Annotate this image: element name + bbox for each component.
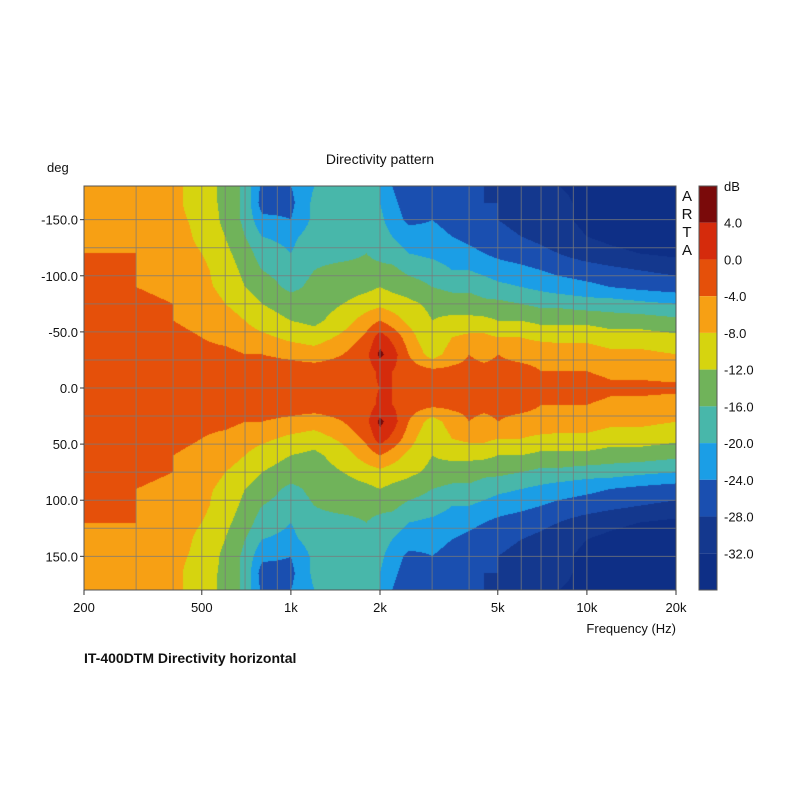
watermark-letter: A	[682, 188, 692, 205]
colorbar-segment	[699, 332, 717, 370]
colorbar-segment	[699, 222, 717, 260]
colorbar-tick-label: -32.0	[724, 546, 754, 561]
colorbar-segment	[699, 259, 717, 297]
x-tick-label: 200	[73, 600, 95, 615]
colorbar-tick-label: -28.0	[724, 510, 754, 525]
colorbar-segment	[699, 479, 717, 517]
watermark-letter: A	[682, 242, 692, 259]
y-axis-ticks: -150.0 -100.0 -50.0 0.0 50.0 100.0 150.0	[41, 213, 84, 564]
grid	[84, 186, 676, 590]
x-tick-label: 1k	[284, 600, 298, 615]
chart-title: Directivity pattern	[326, 151, 434, 167]
colorbar-tick-label: 4.0	[724, 216, 742, 231]
colorbar-segment	[699, 553, 717, 590]
colorbar-tick-label: -16.0	[724, 399, 754, 414]
colorbar-segment	[699, 443, 717, 480]
colorbar-tick-label: -12.0	[724, 363, 754, 378]
x-tick-label: 2k	[373, 600, 387, 615]
colorbar-tick-label: 0.0	[724, 252, 742, 267]
colorbar-frame	[698, 185, 718, 591]
figure-caption: IT-400DTM Directivity horizontal	[84, 650, 296, 666]
watermark-letter: R	[682, 206, 693, 223]
colorbar	[698, 185, 718, 591]
colorbar-tick-label: dB	[724, 179, 740, 194]
x-axis-ticks: 200 500 1k 2k 5k 10k 20k	[73, 590, 687, 615]
colorbar-tick-label: -8.0	[724, 326, 746, 341]
colorbar-segment	[699, 369, 717, 407]
colorbar-tick-label: -24.0	[724, 473, 754, 488]
y-tick-label: 50.0	[53, 437, 78, 452]
colorbar-tick-label: -20.0	[724, 436, 754, 451]
colorbar-segment	[699, 516, 717, 554]
y-tick-label: 100.0	[45, 493, 78, 508]
x-axis-label: Frequency (Hz)	[586, 621, 676, 636]
x-tick-label: 500	[191, 600, 213, 615]
colorbar-labels: dB 4.0 0.0 -4.0 -8.0 -12.0 -16.0 -20.0 -24.0 -28.…	[724, 179, 754, 561]
colorbar-segment	[699, 296, 717, 333]
y-tick-label: -50.0	[48, 325, 78, 340]
y-tick-label: -150.0	[41, 213, 78, 228]
y-tick-label: -100.0	[41, 269, 78, 284]
x-tick-label: 20k	[666, 600, 687, 615]
y-axis-unit-label: deg	[47, 160, 69, 175]
colorbar-segment	[699, 406, 717, 444]
x-tick-label: 5k	[491, 600, 505, 615]
colorbar-segment	[699, 186, 717, 223]
y-tick-label: 150.0	[45, 549, 78, 564]
watermark-letter: T	[682, 224, 691, 241]
x-tick-label: 10k	[576, 600, 597, 615]
y-tick-label: 0.0	[60, 381, 78, 396]
colorbar-tick-label: -4.0	[724, 289, 746, 304]
